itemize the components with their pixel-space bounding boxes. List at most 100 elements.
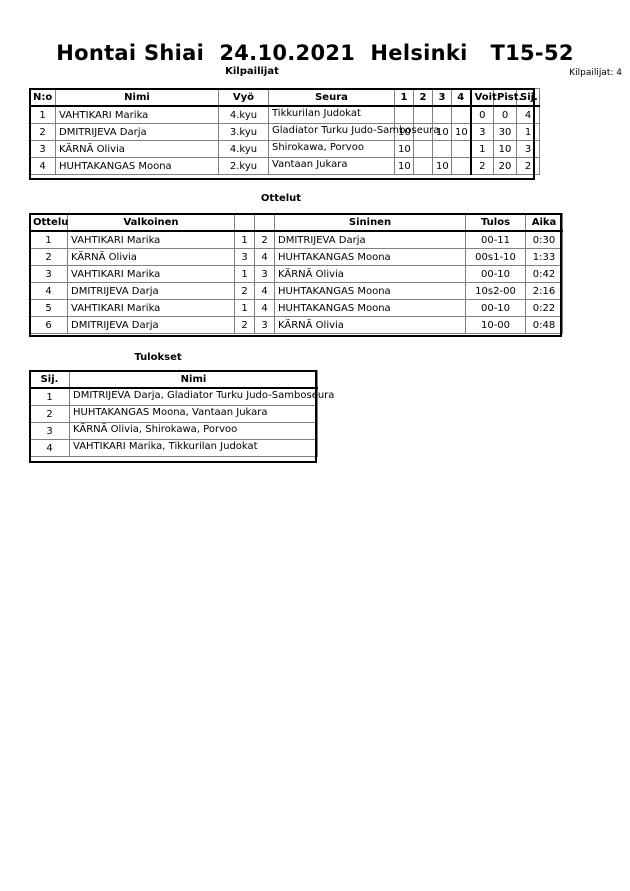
cell-opp-4: 10 bbox=[451, 123, 471, 141]
cell-opp-1: 10 bbox=[394, 140, 414, 158]
cell-rank: 2 bbox=[516, 157, 540, 175]
cell-wins: 2 bbox=[469, 157, 494, 175]
cell-name: HUHTAKANGAS Moona bbox=[55, 157, 219, 175]
col-header-points: Pist. bbox=[493, 88, 522, 107]
col-header-rank: Sij. bbox=[516, 88, 540, 107]
cell-wins: 3 bbox=[469, 123, 494, 141]
matches-table: Ottelu Valkoinen Sininen Tulos Aika 1 VA… bbox=[29, 213, 563, 334]
cell-rank: 1 bbox=[29, 387, 70, 406]
col-header-opp-3: 3 bbox=[432, 88, 452, 107]
col-header-time: Aika bbox=[525, 213, 563, 232]
section-label-competitors: Kilpailijat bbox=[225, 66, 279, 77]
cell-result: 10-00 bbox=[465, 316, 526, 334]
cell-white-name: VAHTIKARI Marika bbox=[67, 230, 235, 249]
col-header-club: Seura bbox=[268, 88, 395, 107]
cell-white-name: DMITRIJEVA Darja bbox=[67, 316, 235, 334]
cell-time: 0:42 bbox=[525, 265, 563, 283]
col-header-name: Nimi bbox=[55, 88, 219, 107]
table-row: 5 VAHTIKARI Marika 1 4 HUHTAKANGAS Moona… bbox=[29, 299, 563, 317]
cell-result: 00-10 bbox=[465, 265, 526, 283]
results-header-row: Sij. Nimi bbox=[29, 370, 318, 389]
table-row: 4 VAHTIKARI Marika, Tikkurilan Judokat bbox=[29, 439, 318, 457]
table-row: 3 KÄRNÄ Olivia, Shirokawa, Porvoo bbox=[29, 422, 318, 440]
cell-rank: 2 bbox=[29, 405, 70, 423]
cell-match-no: 1 bbox=[29, 230, 68, 249]
table-row: 3 KÄRNÄ Olivia 4.kyu Shirokawa, Porvoo 1… bbox=[29, 140, 540, 158]
col-header-opp-2: 2 bbox=[413, 88, 433, 107]
cell-white-name: VAHTIKARI Marika bbox=[67, 265, 235, 283]
cell-white-no: 1 bbox=[234, 299, 255, 317]
cell-number: 2 bbox=[29, 123, 56, 141]
results-table: Sij. Nimi 1 DMITRIJEVA Darja, Gladiator … bbox=[29, 370, 334, 457]
cell-time: 2:16 bbox=[525, 282, 563, 300]
cell-opp-2 bbox=[413, 105, 433, 124]
table-row: 6 DMITRIJEVA Darja 2 3 KÄRNÄ Olivia 10-0… bbox=[29, 316, 563, 334]
cell-name: KÄRNÄ Olivia bbox=[55, 140, 219, 158]
cell-belt: 3.kyu bbox=[218, 123, 269, 141]
cell-opp-2 bbox=[413, 140, 433, 158]
cell-opp-3: 10 bbox=[432, 157, 452, 175]
cell-white-no: 1 bbox=[234, 230, 255, 249]
cell-points: 30 bbox=[493, 123, 517, 141]
cell-blue-no: 2 bbox=[254, 230, 275, 249]
cell-white-no: 3 bbox=[234, 248, 255, 266]
cell-club: Shirokawa, Porvoo bbox=[268, 140, 395, 158]
competitors-table: N:o Nimi Vyö Seura 1 2 3 4 Voit. Pist. S… bbox=[29, 88, 540, 175]
table-row: 2 KÄRNÄ Olivia 3 4 HUHTAKANGAS Moona 00s… bbox=[29, 248, 563, 266]
cell-opp-2 bbox=[413, 123, 433, 141]
cell-name: DMITRIJEVA Darja bbox=[55, 123, 219, 141]
cell-match-no: 2 bbox=[29, 248, 68, 266]
cell-opp-3 bbox=[432, 105, 452, 124]
cell-rank: 4 bbox=[516, 105, 540, 124]
cell-club-text: Vantaan Jukara bbox=[272, 159, 348, 170]
cell-blue-name: KÄRNÄ Olivia bbox=[274, 316, 466, 334]
section-label-matches: Ottelut bbox=[260, 193, 302, 204]
cell-match-no: 3 bbox=[29, 265, 68, 283]
cell-belt: 2.kyu bbox=[218, 157, 269, 175]
cell-blue-no: 3 bbox=[254, 316, 275, 334]
cell-opp-3: 10 bbox=[432, 123, 452, 141]
cell-number: 1 bbox=[29, 105, 56, 124]
cell-white-name: DMITRIJEVA Darja bbox=[67, 282, 235, 300]
cell-name: VAHTIKARI Marika bbox=[55, 105, 219, 124]
col-header-name: Nimi bbox=[69, 370, 318, 389]
table-row: 1 VAHTIKARI Marika 4.kyu Tikkurilan Judo… bbox=[29, 105, 540, 124]
table-row: 1 DMITRIJEVA Darja, Gladiator Turku Judo… bbox=[29, 387, 334, 406]
cell-club-text: Gladiator Turku Judo-Samboseura bbox=[272, 125, 440, 136]
col-header-white: Valkoinen bbox=[67, 213, 235, 232]
cell-opp-1 bbox=[394, 105, 414, 124]
col-header-match: Ottelu bbox=[29, 213, 68, 232]
cell-time: 1:33 bbox=[525, 248, 563, 266]
col-header-blue: Sininen bbox=[274, 213, 466, 232]
cell-number: 4 bbox=[29, 157, 56, 175]
cell-match-no: 5 bbox=[29, 299, 68, 317]
cell-wins: 0 bbox=[469, 105, 494, 124]
col-header-wins: Voit. bbox=[469, 88, 501, 107]
cell-name-text: DMITRIJEVA Darja, Gladiator Turku Judo-S… bbox=[73, 390, 335, 401]
cell-number: 3 bbox=[29, 140, 56, 158]
cell-blue-no: 4 bbox=[254, 282, 275, 300]
col-header-belt: Vyö bbox=[218, 88, 269, 107]
cell-time: 0:30 bbox=[525, 230, 563, 249]
competitors-header-row: N:o Nimi Vyö Seura 1 2 3 4 Voit. Pist. S… bbox=[29, 88, 540, 107]
cell-opp-4 bbox=[451, 157, 471, 175]
cell-opp-1: 10 bbox=[394, 157, 414, 175]
cell-blue-no: 4 bbox=[254, 248, 275, 266]
table-row: 3 VAHTIKARI Marika 1 3 KÄRNÄ Olivia 00-1… bbox=[29, 265, 563, 283]
table-row: 4 HUHTAKANGAS Moona 2.kyu Vantaan Jukara… bbox=[29, 157, 540, 175]
cell-club: Tikkurilan Judokat bbox=[268, 105, 395, 124]
cell-time: 0:22 bbox=[525, 299, 563, 317]
cell-match-no: 6 bbox=[29, 316, 68, 334]
cell-blue-name: HUHTAKANGAS Moona bbox=[274, 299, 466, 317]
cell-rank: 3 bbox=[29, 422, 70, 440]
cell-opp-4 bbox=[451, 140, 471, 158]
cell-white-no: 2 bbox=[234, 282, 255, 300]
col-header-white-no bbox=[234, 213, 255, 232]
col-header-opp-4: 4 bbox=[451, 88, 471, 107]
table-row: 4 DMITRIJEVA Darja 2 4 HUHTAKANGAS Moona… bbox=[29, 282, 563, 300]
cell-belt: 4.kyu bbox=[218, 105, 269, 124]
cell-result: 00-10 bbox=[465, 299, 526, 317]
cell-white-name: VAHTIKARI Marika bbox=[67, 299, 235, 317]
cell-name-text: HUHTAKANGAS Moona, Vantaan Jukara bbox=[73, 407, 268, 418]
cell-blue-name: HUHTAKANGAS Moona bbox=[274, 248, 466, 266]
